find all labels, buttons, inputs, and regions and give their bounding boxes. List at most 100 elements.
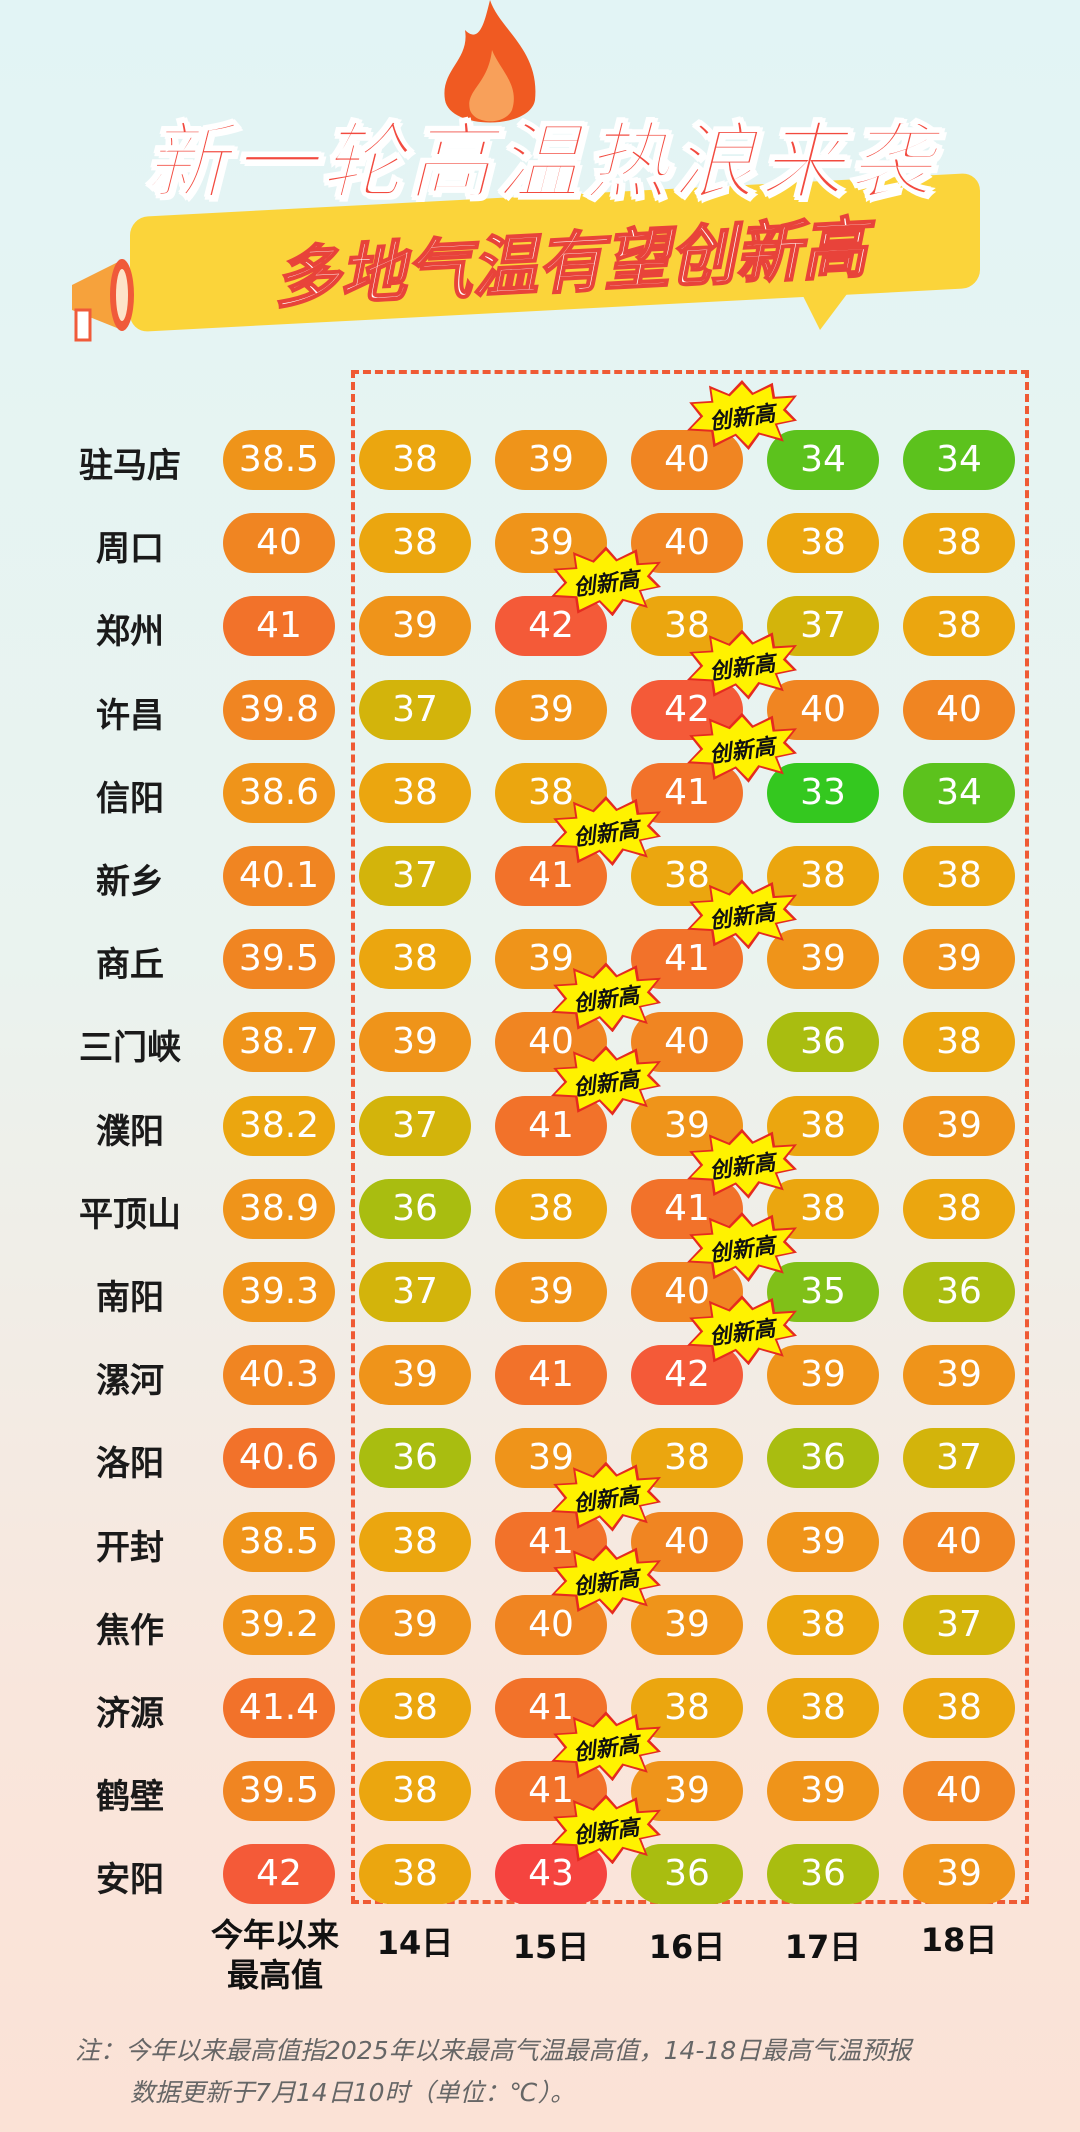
city-label: 许昌 — [96, 695, 164, 736]
forecast-temp-pill: 38 — [903, 1178, 1015, 1239]
forecast-temp-pill: 39 — [903, 929, 1015, 990]
city-label: 焦作 — [96, 1610, 164, 1651]
forecast-temp-pill: 34 — [767, 430, 879, 490]
megaphone-icon — [72, 259, 134, 342]
record-high-badge: 创新高 — [687, 1128, 797, 1199]
max-temp-pill: 39.5 — [223, 929, 335, 990]
max-temp-pill: 40.1 — [223, 846, 335, 906]
city-label: 郑州 — [96, 612, 164, 653]
forecast-temp-pill: 38 — [767, 846, 879, 906]
forecast-temp-pill: 39 — [359, 1345, 471, 1406]
forecast-temp-pill: 38 — [359, 1511, 471, 1572]
forecast-temp-pill: 38 — [903, 846, 1015, 906]
banner-tail — [800, 290, 850, 330]
forecast-temp-pill: 38 — [767, 1178, 879, 1239]
record-high-badge: 创新高 — [551, 1045, 661, 1116]
record-high-badge: 创新高 — [551, 1711, 661, 1782]
forecast-temp-pill: 38 — [359, 1678, 471, 1738]
forecast-temp-pill: 39 — [767, 1511, 879, 1572]
city-label: 开封 — [96, 1527, 164, 1568]
record-high-badge: 创新高 — [687, 879, 797, 950]
forecast-temp-pill: 38 — [359, 1761, 471, 1822]
max-temp-pill: 38.6 — [223, 762, 335, 823]
forecast-temp-pill: 40 — [631, 1511, 743, 1572]
record-high-badge: 创新高 — [551, 962, 661, 1033]
record-high-badge: 创新高 — [551, 546, 661, 617]
forecast-temp-pill: 35 — [767, 1262, 879, 1322]
forecast-temp-pill: 38 — [903, 1678, 1015, 1738]
city-label: 南阳 — [96, 1278, 164, 1318]
forecast-temp-pill: 39 — [359, 596, 471, 657]
city-label: 鹤壁 — [96, 1777, 164, 1818]
forecast-temp-pill: 33 — [767, 762, 879, 823]
forecast-temp-pill: 38 — [359, 513, 471, 574]
forecast-temp-pill: 38 — [495, 762, 607, 823]
forecast-temp-pill: 34 — [903, 430, 1015, 490]
forecast-temp-pill: 38 — [359, 929, 471, 990]
max-temp-pill: 39.2 — [223, 1594, 335, 1655]
forecast-temp-pill: 36 — [359, 1428, 471, 1489]
forecast-temp-pill: 37 — [903, 1428, 1015, 1489]
city-label: 信阳 — [96, 778, 164, 819]
max-temp-pill: 38.7 — [223, 1012, 335, 1073]
forecast-temp-pill: 39 — [631, 1594, 743, 1655]
city-label: 洛阳 — [96, 1444, 164, 1485]
max-header-line1: 今年以来 — [210, 1916, 339, 1954]
forecast-temp-pill: 36 — [359, 1178, 471, 1239]
forecast-temp-pill: 41 — [495, 1678, 607, 1738]
forecast-temp-pill: 41 — [495, 1345, 607, 1406]
record-high-badge: 创新高 — [551, 1461, 661, 1532]
record-high-badge: 创新高 — [551, 1794, 661, 1865]
column-header-15: 15日 — [512, 1928, 590, 1966]
forecast-temp-pill: 40 — [767, 679, 879, 740]
forecast-temp-pill: 37 — [903, 1594, 1015, 1655]
forecast-temp-pill: 38 — [359, 762, 471, 823]
column-header-16: 16日 — [648, 1928, 726, 1966]
forecast-temp-pill: 37 — [359, 846, 471, 906]
max-temp-pill: 41 — [223, 596, 335, 657]
forecast-temp-pill: 39 — [359, 1012, 471, 1073]
record-high-label: 创新高 — [707, 651, 777, 686]
record-high-badge: 创新高 — [687, 629, 797, 700]
forecast-temp-pill: 39 — [767, 929, 879, 990]
forecast-temp-pill: 34 — [903, 762, 1015, 823]
forecast-temp-pill: 38 — [767, 1678, 879, 1738]
record-high-label: 创新高 — [571, 1067, 641, 1102]
forecast-temp-pill: 40 — [903, 1761, 1015, 1822]
footnote-line2: 数据更新于7月14日10时（单位：℃）。 — [130, 2078, 576, 2107]
flame-icon — [444, 0, 536, 123]
forecast-temp-pill: 40 — [903, 679, 1015, 740]
record-high-badge: 创新高 — [687, 712, 797, 783]
forecast-temp-pill: 38 — [767, 1594, 879, 1655]
column-header-18: 18日 — [920, 1921, 998, 1959]
max-temp-pill: 39.3 — [223, 1262, 335, 1322]
city-label: 驻马店 — [79, 446, 181, 486]
forecast-temp-pill: 39 — [359, 1594, 471, 1655]
forecast-temp-pill: 42 — [495, 596, 607, 657]
forecast-temp-pill: 38 — [359, 1844, 471, 1905]
column-header-max: 今年以来 最高值 — [195, 1915, 355, 1995]
forecast-temp-pill: 38 — [903, 513, 1015, 574]
footnote-line1: 注：今年以来最高值指2025年以来最高气温最高值，14-18日最高气温预报 — [75, 2036, 912, 2065]
max-temp-pill: 38.5 — [223, 1511, 335, 1572]
forecast-temp-pill: 39 — [495, 1262, 607, 1322]
forecast-temp-pill: 36 — [903, 1262, 1015, 1322]
forecast-temp-pill: 39 — [495, 679, 607, 740]
forecast-temp-pill: 39 — [903, 1345, 1015, 1406]
forecast-temp-pill: 39 — [495, 430, 607, 490]
record-high-badge: 创新高 — [687, 1212, 797, 1282]
max-temp-pill: 42 — [223, 1844, 335, 1905]
max-temp-pill: 41.4 — [223, 1678, 335, 1738]
record-high-badge: 创新高 — [551, 796, 661, 866]
forecast-temp-pill: 39 — [903, 1095, 1015, 1156]
forecast-temp-pill: 36 — [631, 1844, 743, 1905]
forecast-temp-pill: 39 — [495, 513, 607, 574]
city-label: 安阳 — [96, 1860, 164, 1901]
column-header-14: 14日 — [376, 1924, 454, 1962]
footnote: 注：今年以来最高值指2025年以来最高气温最高值，14-18日最高气温预报 数据… — [75, 2030, 1035, 2114]
forecast-temp-pill: 37 — [359, 1262, 471, 1322]
forecast-temp-pill: 38 — [767, 513, 879, 574]
max-temp-pill: 39.5 — [223, 1761, 335, 1822]
max-temp-pill: 40 — [223, 513, 335, 574]
city-label: 新乡 — [96, 862, 164, 902]
